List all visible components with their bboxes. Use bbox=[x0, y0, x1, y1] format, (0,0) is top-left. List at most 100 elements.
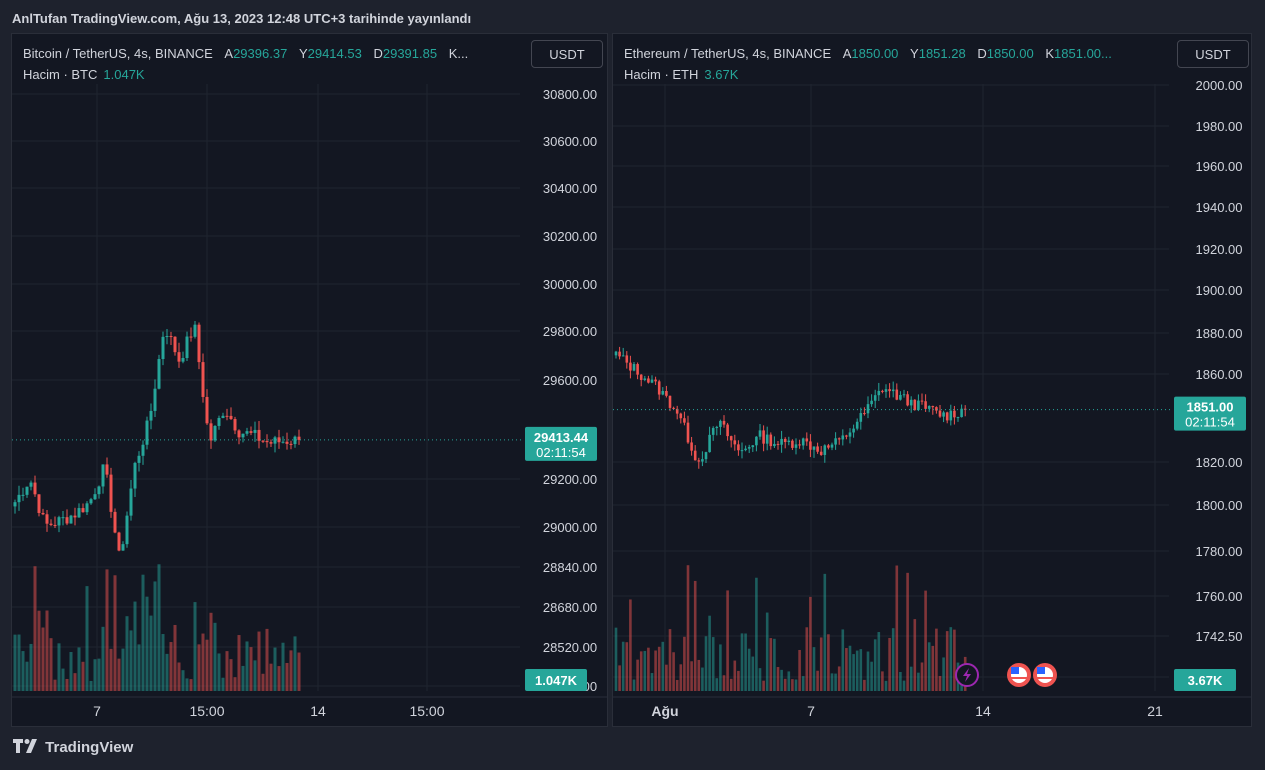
btc-candle-body bbox=[281, 441, 285, 443]
btc-volume-bar bbox=[137, 644, 141, 691]
eth-volume-bar bbox=[783, 678, 787, 691]
eth-volume-bar bbox=[614, 627, 618, 691]
btc-volume-bar bbox=[269, 663, 273, 691]
btc-volume-bar bbox=[197, 644, 201, 691]
btc-candle-body bbox=[121, 544, 125, 551]
eth-candle-body bbox=[632, 364, 636, 371]
eth-candle-body bbox=[942, 412, 945, 417]
btc-candle-body bbox=[105, 464, 109, 475]
eth-candle-body bbox=[643, 378, 647, 380]
btc-y-tick-label: 29000.00 bbox=[543, 520, 597, 535]
btc-candle-body bbox=[277, 437, 281, 443]
eth-candle-body bbox=[715, 426, 719, 429]
eth-candle-body bbox=[859, 413, 863, 422]
btc-candle-body bbox=[73, 515, 77, 518]
eth-candle-body bbox=[845, 435, 848, 437]
btc-volume-label: Hacim · BTC bbox=[23, 67, 98, 82]
eth-volume-bar bbox=[708, 615, 711, 691]
eth-volume-bar bbox=[719, 644, 722, 691]
eth-candle-body bbox=[751, 445, 755, 448]
btc-volume-bar bbox=[13, 634, 17, 691]
publish-info: AnlTufan TradingView.com, Ağu 13, 2023 1… bbox=[12, 11, 472, 26]
eth-volume-bar bbox=[643, 650, 647, 691]
btc-candle-body bbox=[201, 362, 205, 397]
btc-volume-bar bbox=[273, 647, 277, 691]
eth-chart-canvas[interactable]: 2000.00 1980.00 1960.00 1940.00 1920.00 1900.… bbox=[613, 34, 1251, 726]
eth-volume-bar bbox=[895, 565, 899, 691]
eth-candle-body bbox=[625, 355, 629, 363]
eth-candle-body bbox=[920, 400, 924, 402]
eth-volume-bar bbox=[639, 651, 643, 691]
btc-candle-body bbox=[29, 482, 33, 487]
eth-price-badge: 1851.00 bbox=[1187, 400, 1234, 415]
eth-candle-body bbox=[636, 364, 639, 375]
tradingview-brand[interactable]: TradingView bbox=[13, 739, 133, 757]
eth-y-tick-label: 1960.00 bbox=[1196, 159, 1243, 174]
btc-y-tick-label: 30800.00 bbox=[543, 87, 597, 102]
btc-candle-body bbox=[25, 486, 29, 495]
btc-volume-bar bbox=[225, 651, 229, 691]
btc-candle-body bbox=[141, 444, 145, 456]
eth-volume-bar bbox=[733, 660, 737, 691]
btc-candle-body bbox=[217, 417, 221, 426]
eth-volume-bar bbox=[945, 631, 949, 691]
eth-volume-bar bbox=[891, 628, 895, 691]
eth-y-tick-label: 1880.00 bbox=[1196, 326, 1243, 341]
eth-candle-body bbox=[917, 400, 920, 410]
eth-volume-bar bbox=[726, 590, 729, 691]
eth-open-value: 1850.00 bbox=[851, 46, 899, 61]
btc-candle-body bbox=[53, 524, 57, 526]
eth-volume-bar bbox=[629, 599, 632, 691]
eth-candle-body bbox=[614, 351, 618, 356]
eth-chart-panel[interactable]: 2000.00 1980.00 1960.00 1940.00 1920.00 1900.… bbox=[612, 33, 1252, 727]
btc-volume-bar bbox=[297, 652, 301, 691]
eth-candle-body bbox=[888, 389, 891, 392]
btc-currency-button[interactable]: USDT bbox=[531, 40, 603, 68]
eth-currency-button[interactable]: USDT bbox=[1177, 40, 1249, 68]
eth-volume-bar bbox=[765, 612, 769, 691]
btc-chart-canvas[interactable]: 30800.00 30600.00 30400.00 30200.00 30000.00… bbox=[12, 34, 607, 726]
eth-x-tick-label: Ağu bbox=[651, 703, 678, 719]
eth-candle-body bbox=[708, 434, 711, 453]
btc-volume-bar bbox=[209, 612, 213, 691]
btc-candle-body bbox=[173, 336, 177, 353]
btc-candle-body bbox=[197, 324, 201, 363]
btc-legend: Bitcoin / TetherUS, 4s, BINANCE A29396.3… bbox=[23, 46, 468, 61]
eth-volume-bar bbox=[801, 676, 805, 691]
brand-name: TradingView bbox=[45, 739, 134, 756]
btc-candle-body bbox=[149, 410, 153, 421]
btc-candle-body bbox=[165, 336, 169, 338]
btc-volume-bar bbox=[41, 627, 45, 691]
eth-candle-body bbox=[906, 394, 909, 406]
eth-y-tick-label: 1940.00 bbox=[1196, 200, 1243, 215]
btc-y-tick-label: 29600.00 bbox=[543, 373, 597, 388]
btc-candle-body bbox=[265, 441, 269, 443]
eth-x-tick-label: 14 bbox=[975, 703, 991, 719]
eth-volume-bar bbox=[823, 573, 827, 691]
eth-volume-bar bbox=[863, 679, 866, 691]
eth-candle-body bbox=[924, 401, 927, 409]
eth-candle-body bbox=[765, 434, 769, 444]
btc-candle-body bbox=[249, 431, 253, 433]
eth-candle-body bbox=[812, 446, 816, 450]
btc-candle-body bbox=[93, 494, 97, 500]
btc-volume-bar bbox=[221, 677, 225, 691]
eth-candle-body bbox=[877, 390, 881, 396]
btc-volume-bar bbox=[77, 647, 81, 691]
eth-volume-badge-bg bbox=[1174, 669, 1236, 691]
btc-chart-panel[interactable]: 30800.00 30600.00 30400.00 30200.00 30000.00… bbox=[11, 33, 608, 727]
btc-volume-bar bbox=[205, 639, 209, 691]
eth-candle-body bbox=[747, 447, 751, 449]
eth-x-tick-label: 7 bbox=[807, 703, 815, 719]
eth-candle-body bbox=[618, 351, 621, 357]
eth-high-value: 1851.28 bbox=[918, 46, 966, 61]
btc-volume-bar bbox=[85, 586, 89, 691]
eth-volume-bar bbox=[654, 650, 657, 691]
eth-candle-body bbox=[661, 391, 665, 395]
btc-high-label: Y bbox=[298, 46, 308, 61]
btc-candle-body bbox=[129, 488, 133, 516]
eth-volume-bar bbox=[776, 667, 780, 691]
eth-candle-body bbox=[683, 418, 686, 423]
eth-candle-body bbox=[830, 444, 834, 448]
btc-volume-bar bbox=[153, 581, 157, 691]
